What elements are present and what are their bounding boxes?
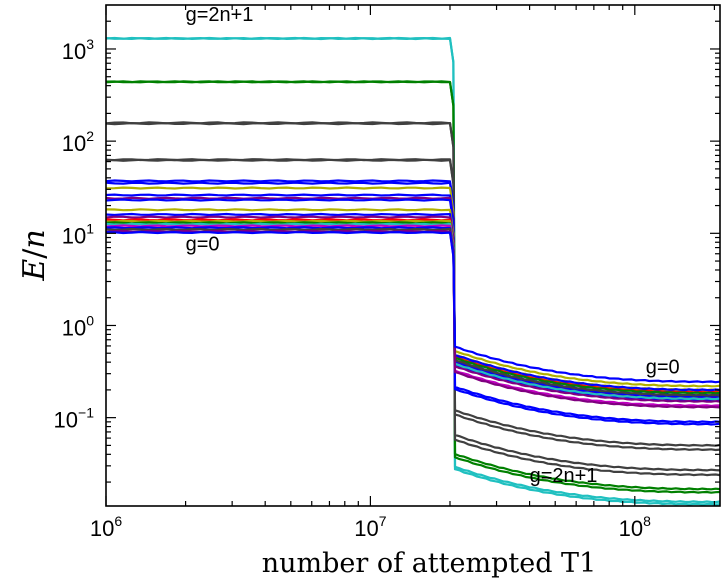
series-line xyxy=(105,36,721,504)
y-tick-label: 100 xyxy=(62,312,94,340)
x-tick-label: 107 xyxy=(354,513,386,541)
y-tick-label: 10−1 xyxy=(54,405,95,433)
annotation-layer: g=2n+1 g=0 g=0 g=2n+1 xyxy=(186,4,680,487)
series-line xyxy=(105,158,721,447)
y-axis-label-slash: / xyxy=(17,248,52,259)
y-tick-label: 101 xyxy=(62,220,94,248)
series-line xyxy=(105,230,721,384)
x-tick-label: 108 xyxy=(619,513,651,541)
plot-frame xyxy=(105,4,721,507)
y-tick-label: 103 xyxy=(62,36,94,64)
series-line xyxy=(105,80,721,491)
series-line xyxy=(105,158,721,452)
annotation-label: g=2n+1 xyxy=(530,465,598,487)
y-axis-label-den: n xyxy=(17,229,52,248)
series-line xyxy=(105,208,721,388)
series-line xyxy=(105,179,721,426)
y-tick-label: 102 xyxy=(62,128,94,156)
svg-text:E/n: E/n xyxy=(17,229,52,281)
series-line xyxy=(105,121,721,472)
x-tick-label: 106 xyxy=(90,513,122,541)
series-line xyxy=(105,226,721,392)
series-line xyxy=(105,221,721,395)
y-axis-label: E/n xyxy=(17,229,52,281)
series-line xyxy=(105,229,721,409)
series-layer xyxy=(105,36,721,506)
y-axis-label-num: E xyxy=(17,259,52,282)
series-line xyxy=(105,215,721,403)
x-axis-label: number of attempted T1 xyxy=(262,548,597,579)
series-line xyxy=(105,227,721,397)
series-line xyxy=(105,181,721,424)
annotation-label: g=2n+1 xyxy=(186,4,254,26)
tick-layer: 106 107 108 10−1 100 101 102 103 xyxy=(54,5,720,541)
series-line xyxy=(105,80,721,494)
annotation-label: g=0 xyxy=(186,234,220,256)
annotation-label: g=0 xyxy=(646,357,680,379)
series-line xyxy=(105,36,721,506)
